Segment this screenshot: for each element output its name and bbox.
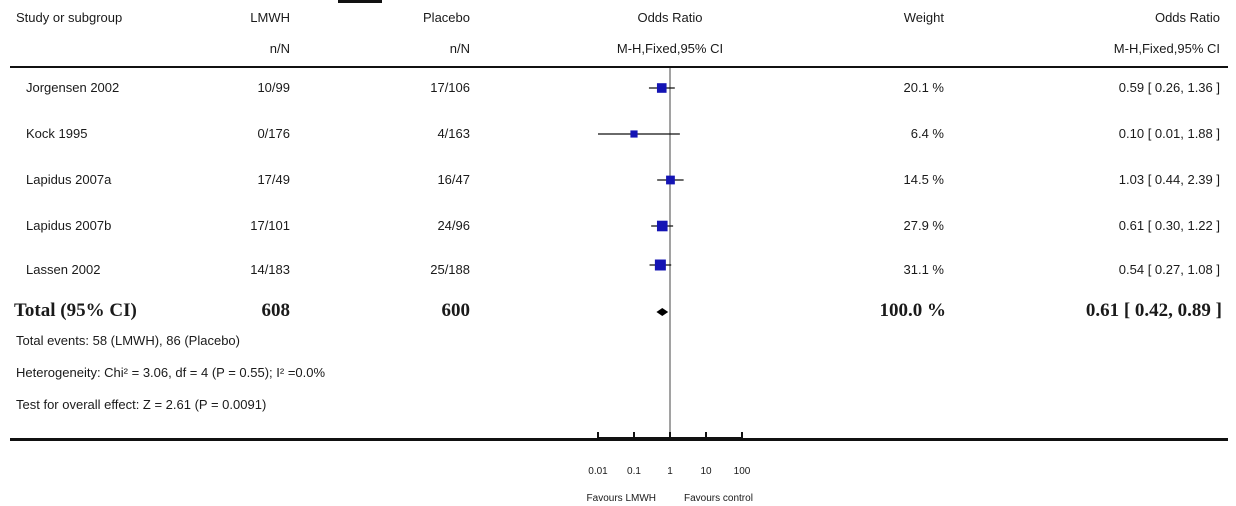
study-weight: 27.9 % [903, 218, 944, 233]
header-weight: Weight [903, 10, 944, 25]
effect-marker [656, 220, 668, 232]
effect-marker [654, 259, 666, 271]
lmwh-events: 17/49 [257, 172, 290, 187]
x-tick-label: 0.01 [588, 466, 608, 477]
header-plot-method: M-H,Fixed,95% CI [616, 41, 724, 56]
favours-lmwh-label: Favours LMWH [587, 493, 656, 504]
total-label: Total (95% CI) [14, 300, 137, 321]
placebo-events: 17/106 [430, 80, 470, 95]
header-lmwh-sub: n/N [269, 41, 290, 56]
study-name: Lapidus 2007a [26, 172, 112, 187]
study-odds-ratio: 0.54 [ 0.27, 1.08 ] [1118, 262, 1220, 277]
header-odds-ratio: Odds Ratio [1154, 10, 1220, 25]
placebo-events: 25/188 [430, 262, 470, 277]
heterogeneity-note: Heterogeneity: Chi² = 3.06, df = 4 (P = … [16, 365, 326, 380]
study-name: Kock 1995 [26, 126, 88, 141]
total-odds-ratio: 0.61 [ 0.42, 0.89 ] [1085, 300, 1222, 321]
total-weight: 100.0 % [879, 300, 947, 321]
effect-marker [666, 175, 675, 185]
placebo-events: 16/47 [437, 172, 470, 187]
study-odds-ratio: 0.10 [ 0.01, 1.88 ] [1118, 126, 1220, 141]
effect-marker [630, 130, 638, 138]
total-lmwh: 608 [261, 300, 291, 321]
header-rule [10, 66, 1228, 68]
overall-effect-note: Test for overall effect: Z = 2.61 (P = 0… [16, 397, 267, 412]
placebo-events: 4/163 [437, 126, 470, 141]
bottom-rule [10, 438, 1228, 441]
x-tick-label: 1 [667, 466, 673, 477]
header-study: Study or subgroup [16, 10, 123, 25]
header-placebo: Placebo [423, 10, 470, 25]
study-name: Lassen 2002 [26, 262, 101, 277]
lmwh-events: 14/183 [250, 262, 290, 277]
study-odds-ratio: 1.03 [ 0.44, 2.39 ] [1118, 172, 1220, 187]
x-tick-label: 100 [734, 466, 751, 477]
lmwh-events: 0/176 [257, 126, 290, 141]
total-placebo: 600 [441, 300, 471, 321]
study-name: Lapidus 2007b [26, 218, 112, 233]
lmwh-events: 10/99 [257, 80, 290, 95]
study-weight: 31.1 % [903, 262, 944, 277]
study-weight: 14.5 % [903, 172, 944, 187]
header-plot-odds-ratio: Odds Ratio [637, 10, 703, 25]
total-events-note: Total events: 58 (LMWH), 86 (Placebo) [16, 333, 240, 348]
cropped-title-fragment [338, 0, 382, 3]
header-or-method: M-H,Fixed,95% CI [1113, 41, 1220, 56]
placebo-events: 24/96 [437, 218, 470, 233]
favours-control-label: Favours control [684, 493, 753, 504]
study-name: Jorgensen 2002 [26, 80, 120, 95]
x-tick-label: 0.1 [627, 466, 641, 477]
effect-marker [656, 83, 667, 93]
study-weight: 6.4 % [910, 126, 944, 141]
pooled-diamond [656, 308, 669, 316]
x-tick-label: 10 [700, 466, 712, 477]
header-placebo-sub: n/N [449, 41, 470, 56]
study-odds-ratio: 0.61 [ 0.30, 1.22 ] [1118, 218, 1220, 233]
study-odds-ratio: 0.59 [ 0.26, 1.36 ] [1118, 80, 1220, 95]
lmwh-events: 17/101 [250, 218, 290, 233]
header-lmwh: LMWH [250, 10, 290, 25]
study-weight: 20.1 % [903, 80, 944, 95]
